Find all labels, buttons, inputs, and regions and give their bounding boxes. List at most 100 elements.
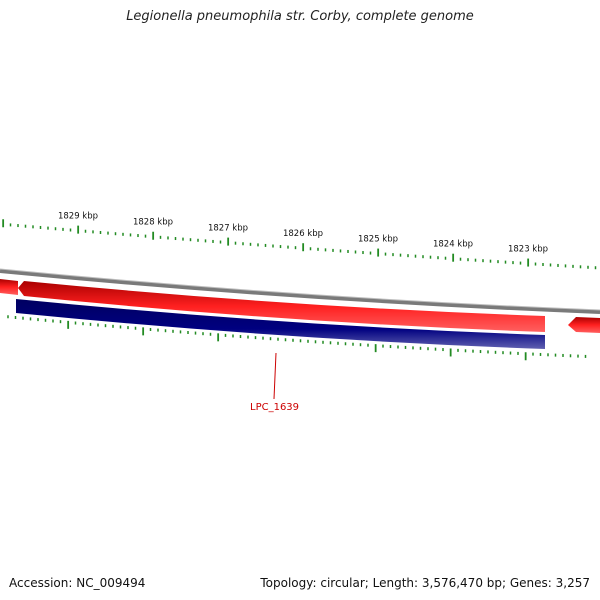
minor-tick <box>299 339 302 343</box>
minor-tick <box>24 224 27 228</box>
minor-tick <box>482 259 484 263</box>
minor-tick <box>249 242 252 246</box>
minor-tick <box>62 227 64 231</box>
minor-tick <box>554 353 557 357</box>
minor-tick <box>444 256 447 260</box>
inner-tick-ring <box>7 315 587 361</box>
minor-tick <box>572 264 574 268</box>
minor-tick <box>242 242 244 246</box>
minor-tick <box>69 228 72 232</box>
minor-tick <box>189 238 192 242</box>
minor-tick <box>404 345 407 349</box>
minor-tick <box>317 247 319 251</box>
minor-tick <box>272 244 274 248</box>
minor-tick <box>314 340 317 344</box>
minor-tick <box>164 329 167 333</box>
minor-tick <box>234 241 237 245</box>
forward-cds-right-arrow[interactable] <box>568 317 600 333</box>
minor-tick <box>369 251 372 255</box>
gene-label-lpc-1639[interactable]: LPC_1639 <box>250 402 299 413</box>
minor-tick <box>29 317 32 321</box>
minor-tick <box>279 245 282 249</box>
minor-tick <box>7 315 9 319</box>
minor-tick <box>459 257 462 261</box>
minor-tick <box>204 239 207 243</box>
minor-tick <box>32 225 34 229</box>
forward-cds-main[interactable] <box>18 281 545 332</box>
minor-tick <box>99 230 102 234</box>
minor-tick <box>347 249 349 253</box>
minor-tick <box>494 350 497 354</box>
minor-tick <box>307 339 309 343</box>
minor-tick <box>187 331 189 335</box>
minor-tick <box>389 345 392 349</box>
minor-tick <box>84 229 87 233</box>
minor-tick <box>579 265 582 269</box>
minor-tick <box>517 351 519 355</box>
minor-tick <box>179 330 182 334</box>
minor-tick <box>594 266 597 270</box>
minor-tick <box>412 346 414 350</box>
minor-tick <box>367 343 369 347</box>
minor-tick <box>159 235 162 239</box>
tick-label: 1828 kbp <box>133 218 173 228</box>
forward-cds-left-arrow[interactable] <box>0 279 18 295</box>
minor-tick <box>399 253 402 257</box>
minor-tick <box>497 260 499 264</box>
minor-tick <box>224 333 227 337</box>
minor-tick <box>197 238 199 242</box>
major-tick <box>142 327 145 336</box>
minor-tick <box>414 254 417 258</box>
minor-tick <box>467 258 469 262</box>
minor-tick <box>292 338 294 342</box>
minor-tick <box>472 349 474 353</box>
summary-text: Topology: circular; Length: 3,576,470 bp… <box>260 576 590 590</box>
minor-tick <box>457 348 459 352</box>
minor-tick <box>59 320 62 324</box>
minor-tick <box>202 332 204 336</box>
minor-tick <box>564 264 567 268</box>
gene-lpc-1639[interactable] <box>16 299 545 349</box>
major-tick <box>524 352 527 361</box>
minor-tick <box>479 350 482 354</box>
minor-tick <box>129 233 132 237</box>
minor-tick <box>107 231 109 235</box>
major-tick <box>449 348 452 357</box>
minor-tick <box>397 345 399 349</box>
genome-backbone-highlight <box>0 268 600 311</box>
minor-tick <box>502 351 504 355</box>
minor-tick <box>182 237 184 241</box>
minor-tick <box>14 315 17 319</box>
minor-tick <box>392 253 394 257</box>
major-tick <box>527 258 530 267</box>
minor-tick <box>9 223 12 227</box>
minor-tick <box>352 342 354 346</box>
minor-tick <box>504 260 507 264</box>
minor-tick <box>54 227 57 231</box>
outer-tick-ring <box>2 219 597 270</box>
minor-tick <box>149 327 152 331</box>
tick-label: 1827 kbp <box>208 224 248 234</box>
minor-tick <box>332 248 334 252</box>
minor-tick <box>269 337 272 341</box>
minor-tick <box>119 325 122 329</box>
genome-backbone <box>0 269 600 314</box>
minor-tick <box>134 326 137 330</box>
tick-label: 1823 kbp <box>508 245 548 255</box>
minor-tick <box>339 249 342 253</box>
major-tick <box>377 248 380 257</box>
minor-tick <box>382 344 384 348</box>
minor-tick <box>547 353 549 357</box>
minor-tick <box>167 236 169 240</box>
minor-tick <box>534 262 537 266</box>
minor-tick <box>127 326 129 330</box>
minor-tick <box>542 263 544 267</box>
minor-tick <box>344 342 347 346</box>
tick-label: 1824 kbp <box>433 240 473 250</box>
major-tick <box>374 344 377 353</box>
minor-tick <box>89 322 92 326</box>
minor-tick <box>104 324 107 328</box>
minor-tick <box>562 353 564 357</box>
minor-tick <box>219 240 222 244</box>
major-tick <box>452 253 455 262</box>
